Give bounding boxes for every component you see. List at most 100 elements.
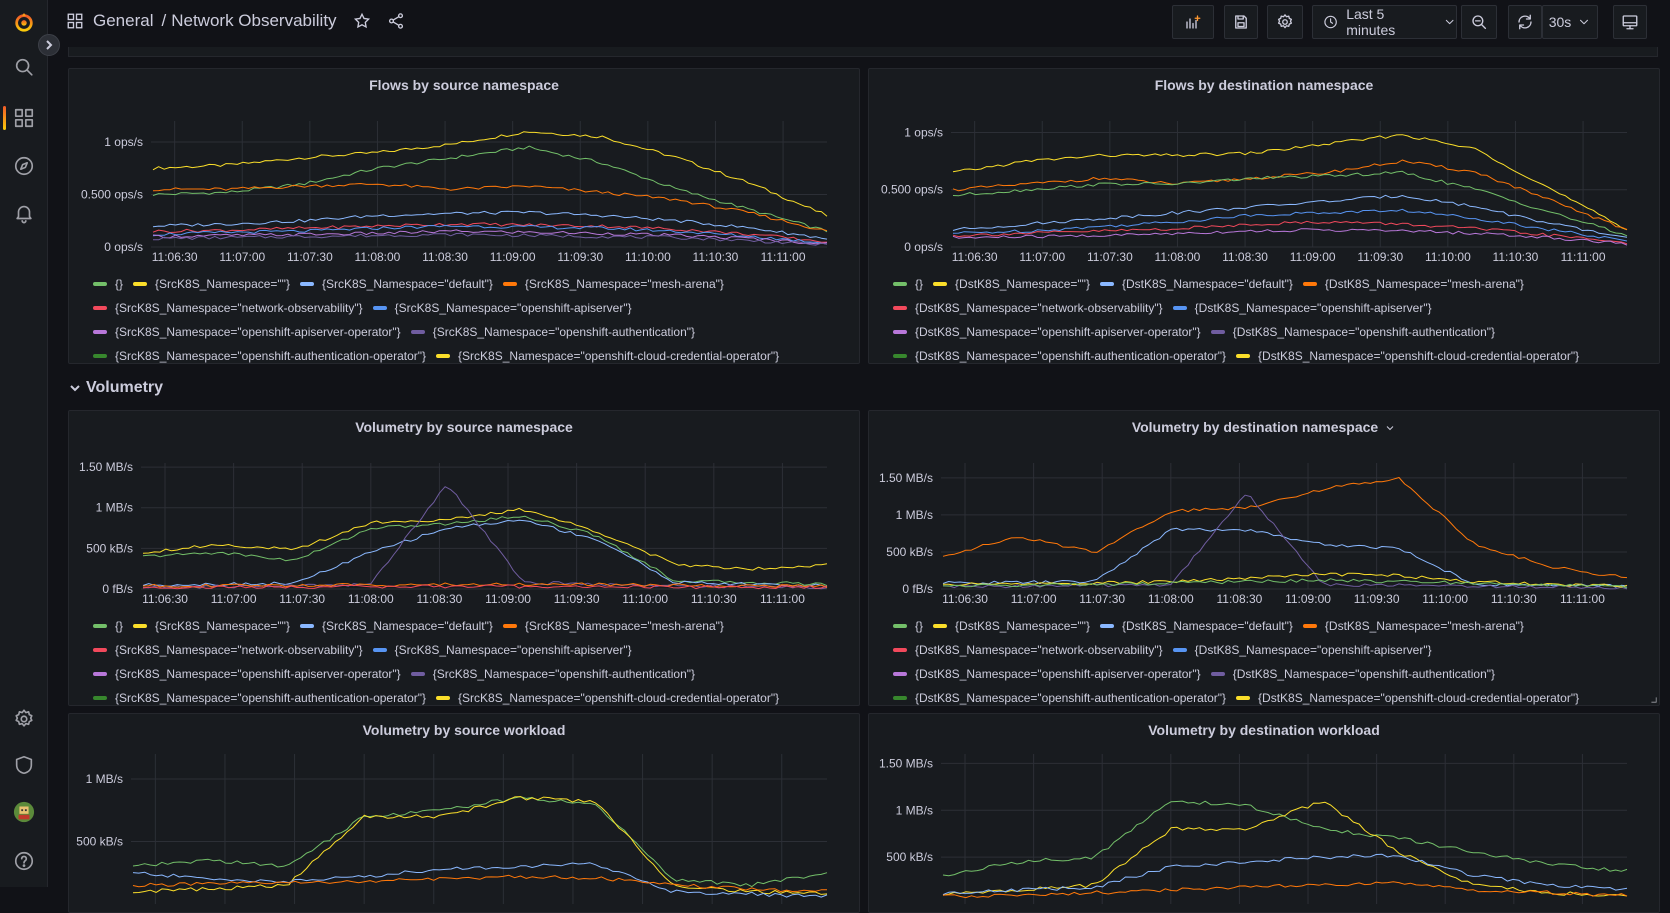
series-line[interactable] bbox=[152, 145, 828, 233]
series-line[interactable] bbox=[152, 229, 828, 245]
legend-item[interactable]: {SrcK8S_Namespace="openshift-apiserver-o… bbox=[93, 321, 401, 343]
legend-item[interactable]: {DstK8S_Namespace="openshift-apiserver"} bbox=[1172, 297, 1432, 319]
tv-mode-button[interactable] bbox=[1613, 5, 1647, 39]
series-line[interactable] bbox=[952, 220, 1628, 245]
legend-item[interactable]: {DstK8S_Namespace="default"} bbox=[1099, 615, 1293, 637]
series-line[interactable] bbox=[952, 159, 1628, 230]
refresh-interval-picker[interactable]: 30s bbox=[1542, 5, 1598, 39]
user-avatar[interactable] bbox=[12, 800, 36, 824]
legend-item[interactable]: {DstK8S_Namespace="openshift-cloud-crede… bbox=[1236, 687, 1579, 705]
timeseries-chart[interactable]: 0 ops/s 0.500 ops/s 1 ops/s 11:06:30 11:07:0… bbox=[69, 69, 860, 269]
search-icon[interactable] bbox=[12, 55, 36, 79]
series-line[interactable] bbox=[952, 208, 1628, 242]
legend-item[interactable]: {SrcK8S_Namespace="openshift-cloud-crede… bbox=[436, 345, 779, 363]
series-line[interactable] bbox=[152, 222, 828, 243]
legend-item[interactable]: {DstK8S_Namespace="openshift-apiserver-o… bbox=[893, 663, 1201, 685]
panel-title[interactable]: Volumetry by source workload bbox=[362, 722, 566, 738]
row-volumetry-toggle[interactable]: Volumetry bbox=[69, 379, 163, 397]
timeseries-chart[interactable]: 500 kB/s 1 MB/s bbox=[69, 714, 860, 913]
legend-item[interactable]: {SrcK8S_Namespace="default"} bbox=[299, 273, 493, 295]
series-line[interactable] bbox=[142, 519, 828, 588]
legend-item[interactable]: {DstK8S_Namespace="openshift-authenticat… bbox=[893, 345, 1226, 363]
series-line[interactable] bbox=[952, 134, 1628, 231]
timeseries-chart[interactable]: 0 ops/s 0.500 ops/s 1 ops/s 11:06:30 11:07:0… bbox=[869, 69, 1660, 269]
expand-sidebar-button[interactable] bbox=[38, 34, 60, 56]
series-line[interactable] bbox=[153, 232, 828, 246]
legend-item[interactable]: {SrcK8S_Namespace="mesh-arena"} bbox=[502, 273, 724, 295]
legend-item[interactable]: {SrcK8S_Namespace="network-observability… bbox=[93, 297, 363, 319]
panel-flows-by-destination-namespace[interactable]: Flows by destination namespace 0 ops/s 0.… bbox=[868, 68, 1660, 364]
panel-title[interactable]: Volumetry by destination workload bbox=[1148, 722, 1380, 738]
series-line[interactable] bbox=[142, 486, 828, 590]
series-line[interactable] bbox=[952, 194, 1628, 238]
legend-item[interactable]: {SrcK8S_Namespace="openshift-authenticat… bbox=[410, 663, 695, 685]
help-icon[interactable] bbox=[12, 849, 36, 873]
panel-flows-by-source-namespace[interactable]: Flows by source namespace 0 ops/s 0.500 o… bbox=[68, 68, 860, 364]
panel-volumetry-by-destination-namespace[interactable]: Volumetry by destination namespace 0 fB/… bbox=[868, 410, 1660, 706]
time-range-picker[interactable]: Last 5 minutes bbox=[1312, 5, 1457, 39]
legend-item[interactable]: {SrcK8S_Namespace="openshift-authenticat… bbox=[93, 345, 426, 363]
explore-compass-icon[interactable] bbox=[12, 154, 36, 178]
grafana-logo-icon[interactable] bbox=[12, 10, 36, 34]
legend-item[interactable]: {SrcK8S_Namespace="default"} bbox=[299, 615, 493, 637]
legend-item[interactable]: {DstK8S_Namespace="openshift-authenticat… bbox=[893, 687, 1226, 705]
timeseries-chart[interactable]: 0 fB/s 500 kB/s 1 MB/s 1.50 MB/s 11:06:30 11:… bbox=[869, 411, 1660, 611]
configuration-gear-icon[interactable] bbox=[12, 707, 36, 731]
legend-item[interactable]: {DstK8S_Namespace="mesh-arena"} bbox=[1302, 273, 1524, 295]
refresh-button[interactable] bbox=[1508, 5, 1542, 39]
server-admin-shield-icon[interactable] bbox=[12, 753, 36, 777]
series-line[interactable] bbox=[132, 796, 828, 888]
legend-item[interactable]: {SrcK8S_Namespace="openshift-apiserver"} bbox=[372, 297, 632, 319]
share-icon[interactable] bbox=[387, 12, 405, 30]
series-line[interactable] bbox=[152, 183, 828, 232]
series-line[interactable] bbox=[952, 228, 1628, 246]
legend-item[interactable]: {} bbox=[893, 273, 923, 295]
add-panel-button[interactable] bbox=[1172, 5, 1214, 39]
star-icon[interactable] bbox=[353, 12, 371, 30]
panel-volumetry-by-source-workload[interactable]: Volumetry by source workload 500 kB/s 1 M… bbox=[68, 713, 860, 913]
legend-item[interactable]: {SrcK8S_Namespace="openshift-apiserver"} bbox=[372, 639, 632, 661]
legend-item[interactable]: {DstK8S_Namespace=""} bbox=[933, 615, 1090, 637]
series-line[interactable] bbox=[132, 862, 828, 898]
panel-title[interactable]: Flows by source namespace bbox=[369, 77, 559, 93]
legend-item[interactable]: {SrcK8S_Namespace=""} bbox=[133, 273, 290, 295]
series-line[interactable] bbox=[943, 494, 1628, 590]
legend-item[interactable]: {SrcK8S_Namespace="openshift-cloud-crede… bbox=[436, 687, 779, 705]
series-line[interactable] bbox=[152, 210, 828, 240]
legend-item[interactable]: {DstK8S_Namespace="openshift-apiserver"} bbox=[1172, 639, 1432, 661]
legend-item[interactable]: {DstK8S_Namespace=""} bbox=[933, 273, 1090, 295]
panel-volumetry-by-destination-workload[interactable]: Volumetry by destination workload 500 kB… bbox=[868, 713, 1660, 913]
series-line[interactable] bbox=[142, 515, 828, 587]
series-line[interactable] bbox=[152, 131, 828, 217]
timeseries-chart[interactable]: 500 kB/s 1 MB/s 1.50 MB/s bbox=[869, 714, 1660, 913]
series-line[interactable] bbox=[942, 477, 1628, 579]
legend-item[interactable]: {DstK8S_Namespace="default"} bbox=[1099, 273, 1293, 295]
legend-item[interactable]: {SrcK8S_Namespace="mesh-arena"} bbox=[502, 615, 724, 637]
save-dashboard-button[interactable] bbox=[1224, 5, 1258, 39]
legend-item[interactable]: {SrcK8S_Namespace="openshift-authenticat… bbox=[410, 321, 695, 343]
panel-title[interactable]: Flows by destination namespace bbox=[1154, 77, 1374, 93]
legend-item[interactable]: {DstK8S_Namespace="openshift-apiserver-o… bbox=[893, 321, 1201, 343]
panel-title[interactable]: Volumetry by source namespace bbox=[355, 419, 573, 435]
dashboard-settings-button[interactable] bbox=[1267, 5, 1303, 39]
panel-title[interactable]: Volumetry by destination namespace bbox=[869, 419, 1659, 435]
legend-item[interactable]: {SrcK8S_Namespace=""} bbox=[133, 615, 290, 637]
panel-volumetry-by-source-namespace[interactable]: Volumetry by source namespace 0 fB/s 500 … bbox=[68, 410, 860, 706]
series-line[interactable] bbox=[152, 224, 828, 245]
series-line[interactable] bbox=[942, 800, 1628, 877]
legend-item[interactable]: {} bbox=[93, 273, 123, 295]
resize-handle-icon[interactable] bbox=[1649, 695, 1657, 703]
legend-item[interactable]: {DstK8S_Namespace="openshift-authenticat… bbox=[1210, 321, 1495, 343]
series-line[interactable] bbox=[142, 584, 828, 590]
dashboard-title[interactable]: Network Observability bbox=[171, 11, 337, 30]
legend-item[interactable]: {DstK8S_Namespace="network-observability… bbox=[893, 639, 1163, 661]
legend-item[interactable]: {SrcK8S_Namespace="network-observability… bbox=[93, 639, 363, 661]
legend-item[interactable]: {} bbox=[893, 615, 923, 637]
series-line[interactable] bbox=[942, 578, 1628, 589]
series-line[interactable] bbox=[952, 170, 1628, 237]
legend-item[interactable]: {DstK8S_Namespace="network-observability… bbox=[893, 297, 1163, 319]
series-line[interactable] bbox=[942, 881, 1628, 899]
legend-item[interactable]: {SrcK8S_Namespace="openshift-apiserver-o… bbox=[93, 663, 401, 685]
dashboards-icon[interactable] bbox=[12, 106, 36, 130]
timeseries-chart[interactable]: 0 fB/s 500 kB/s 1 MB/s 1.50 MB/s 11:06:30 11:… bbox=[69, 411, 860, 611]
